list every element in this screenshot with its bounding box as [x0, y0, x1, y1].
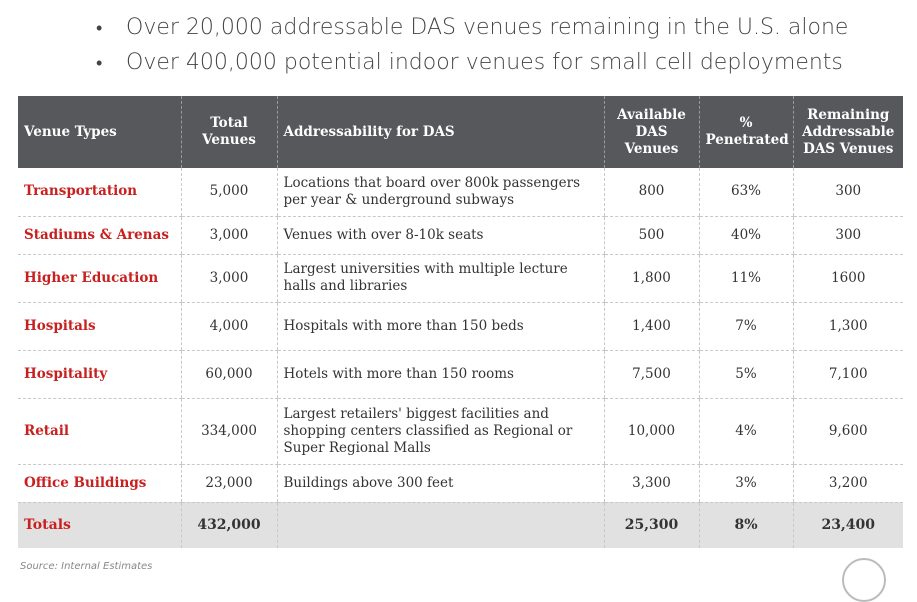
- available: 1,800: [603, 254, 699, 303]
- venue-type: Transportation: [18, 168, 181, 217]
- remaining: 1,300: [792, 302, 903, 351]
- header-available: Available DAS Venues: [603, 96, 699, 168]
- table-row: Hospitality 60,000 Hotels with more than…: [18, 350, 903, 399]
- header-penetrated: % Penetrated: [698, 96, 793, 168]
- venue-type: Hospitality: [18, 350, 181, 399]
- remaining: 1600: [792, 254, 903, 303]
- addressability: Largest retailers' biggest facilities an…: [276, 398, 604, 465]
- available: 800: [603, 168, 699, 217]
- available: 7,500: [603, 350, 699, 399]
- venue-type: Hospitals: [18, 302, 181, 351]
- totals-remaining: 23,400: [792, 502, 903, 548]
- total-venues: 3,000: [180, 216, 277, 255]
- total-venues: 60,000: [180, 350, 277, 399]
- venue-type: Retail: [18, 398, 181, 465]
- bullet-item: • Over 20,000 addressable DAS venues rema…: [96, 10, 848, 45]
- header-total-venues: Total Venues: [180, 96, 277, 168]
- total-venues: 4,000: [180, 302, 277, 351]
- penetrated: 4%: [698, 398, 793, 465]
- addressability: Largest universities with multiple lectu…: [276, 254, 604, 303]
- bullet-list: • Over 20,000 addressable DAS venues rema…: [96, 10, 848, 80]
- venue-type: Office Buildings: [18, 464, 181, 503]
- total-venues: 5,000: [180, 168, 277, 217]
- venue-type: Higher Education: [18, 254, 181, 303]
- header-addressability: Addressability for DAS: [276, 96, 604, 168]
- addressability: Locations that board over 800k passenger…: [276, 168, 604, 217]
- table-row: Office Buildings 23,000 Buildings above …: [18, 464, 903, 503]
- header-remaining: Remaining Addressable DAS Venues: [792, 96, 903, 168]
- remaining: 3,200: [792, 464, 903, 503]
- header-venue-types: Venue Types: [18, 96, 181, 168]
- addressability: Hospitals with more than 150 beds: [276, 302, 604, 351]
- available: 500: [603, 216, 699, 255]
- remaining: 9,600: [792, 398, 903, 465]
- totals-addressability: [276, 502, 604, 548]
- penetrated: 40%: [698, 216, 793, 255]
- penetrated: 5%: [698, 350, 793, 399]
- bullet-dot-icon: •: [96, 53, 103, 74]
- remaining: 7,100: [792, 350, 903, 399]
- totals-row: Totals 432,000 25,300 8% 23,400: [18, 502, 903, 548]
- table-row: Hospitals 4,000 Hospitals with more than…: [18, 302, 903, 351]
- table-row: Higher Education 3,000 Largest universit…: [18, 254, 903, 303]
- available: 3,300: [603, 464, 699, 503]
- total-venues: 23,000: [180, 464, 277, 503]
- penetrated: 7%: [698, 302, 793, 351]
- penetrated: 11%: [698, 254, 793, 303]
- addressability: Hotels with more than 150 rooms: [276, 350, 604, 399]
- total-venues: 3,000: [180, 254, 277, 303]
- bullet-dot-icon: •: [96, 18, 103, 39]
- das-venues-table: Venue Types Total Venues Addressability …: [18, 96, 903, 548]
- available: 1,400: [603, 302, 699, 351]
- available: 10,000: [603, 398, 699, 465]
- bullet-text: Over 20,000 addressable DAS venues remai…: [126, 15, 849, 40]
- remaining: 300: [792, 216, 903, 255]
- table-row: Transportation 5,000 Locations that boar…: [18, 168, 903, 217]
- totals-penetrated: 8%: [698, 502, 793, 548]
- penetrated: 63%: [698, 168, 793, 217]
- venue-type: Stadiums & Arenas: [18, 216, 181, 255]
- addressability: Venues with over 8-10k seats: [276, 216, 604, 255]
- table-row: Stadiums & Arenas 3,000 Venues with over…: [18, 216, 903, 255]
- bullet-item: • Over 400,000 potential indoor venues fo…: [96, 45, 848, 80]
- logo-icon: [842, 558, 886, 602]
- bullet-text: Over 400,000 potential indoor venues for…: [126, 50, 843, 75]
- addressability: Buildings above 300 feet: [276, 464, 604, 503]
- penetrated: 3%: [698, 464, 793, 503]
- remaining: 300: [792, 168, 903, 217]
- totals-label: Totals: [18, 502, 181, 548]
- table-header-row: Venue Types Total Venues Addressability …: [18, 96, 903, 168]
- table-row: Retail 334,000 Largest retailers' bigges…: [18, 398, 903, 465]
- totals-available: 25,300: [603, 502, 699, 548]
- totals-total-venues: 432,000: [180, 502, 277, 548]
- total-venues: 334,000: [180, 398, 277, 465]
- source-note: Source: Internal Estimates: [20, 561, 153, 572]
